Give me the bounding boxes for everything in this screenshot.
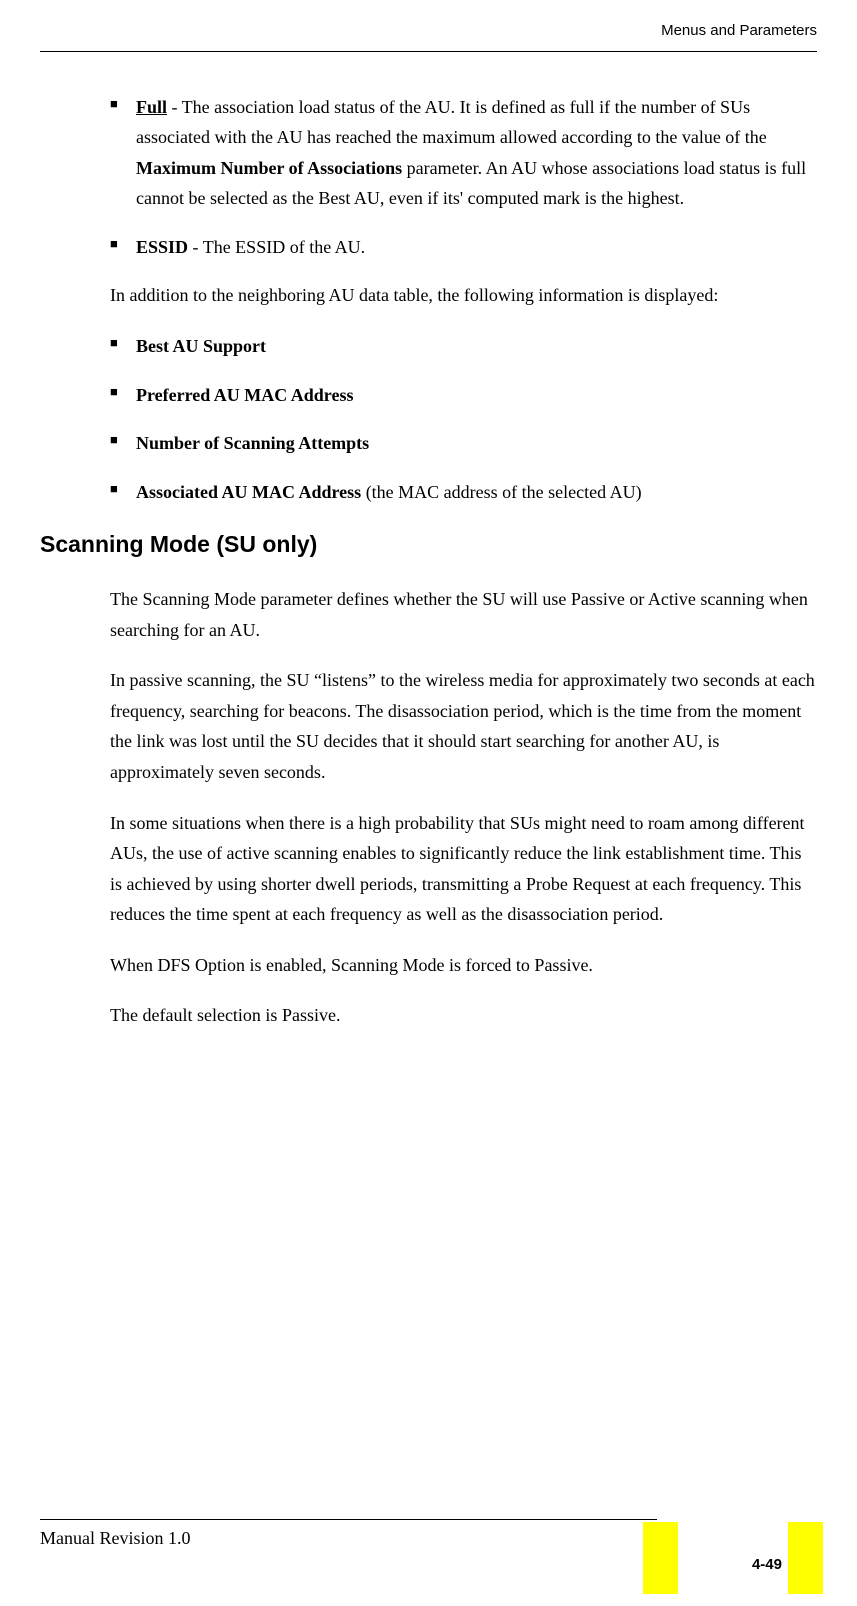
bullet-item-num-scan: ■ Number of Scanning Attempts: [110, 428, 817, 459]
page-header: Menus and Parameters: [40, 0, 817, 52]
footer-page-inner: 4-49: [678, 1522, 788, 1594]
square-bullet-icon: ■: [110, 331, 136, 362]
term-max-assoc: Maximum Number of Associations: [136, 158, 402, 178]
text-segment: - The ESSID of the AU.: [188, 237, 365, 257]
bullet-item-best-au: ■ Best AU Support: [110, 331, 817, 362]
square-bullet-icon: ■: [110, 428, 136, 459]
heading-scanning-mode: Scanning Mode (SU only): [40, 527, 817, 562]
square-bullet-icon: ■: [110, 477, 136, 508]
text-segment: - The association load status of the AU.…: [136, 97, 767, 148]
page-container: Menus and Parameters ■ Full - The associ…: [0, 0, 857, 1606]
footer-rule: [40, 1519, 657, 1520]
footer-revision: Manual Revision 1.0: [40, 1525, 191, 1552]
bullet-text: ESSID - The ESSID of the AU.: [136, 232, 817, 263]
bullet-item-essid: ■ ESSID - The ESSID of the AU.: [110, 232, 817, 263]
bullet-item-assoc-mac: ■ Associated AU MAC Address (the MAC add…: [110, 477, 817, 508]
paragraph-scan-1: The Scanning Mode parameter defines whet…: [110, 584, 817, 645]
bullet-text: Number of Scanning Attempts: [136, 428, 817, 459]
footer-page-box: 4-49: [643, 1522, 823, 1594]
term-essid: ESSID: [136, 237, 188, 257]
term-assoc-mac: Associated AU MAC Address: [136, 482, 361, 502]
body-content: ■ Full - The association load status of …: [40, 92, 817, 1032]
page-number: 4-49: [752, 1554, 782, 1577]
term-full: Full: [136, 97, 167, 117]
bullet-text: Best AU Support: [136, 331, 817, 362]
paragraph-addition: In addition to the neighboring AU data t…: [110, 280, 817, 311]
bullet-item-full: ■ Full - The association load status of …: [110, 92, 817, 214]
bullet-item-pref-mac: ■ Preferred AU MAC Address: [110, 380, 817, 411]
paragraph-scan-5: The default selection is Passive.: [110, 1000, 817, 1031]
square-bullet-icon: ■: [110, 232, 136, 263]
bullet-text: Full - The association load status of th…: [136, 92, 817, 214]
paragraph-scan-4: When DFS Option is enabled, Scanning Mod…: [110, 950, 817, 981]
text-segment: (the MAC address of the selected AU): [361, 482, 641, 502]
square-bullet-icon: ■: [110, 92, 136, 214]
square-bullet-icon: ■: [110, 380, 136, 411]
paragraph-scan-2: In passive scanning, the SU “listens” to…: [110, 665, 817, 787]
bullet-text: Associated AU MAC Address (the MAC addre…: [136, 477, 817, 508]
header-title: Menus and Parameters: [661, 22, 817, 39]
bullet-text: Preferred AU MAC Address: [136, 380, 817, 411]
paragraph-scan-3: In some situations when there is a high …: [110, 808, 817, 930]
